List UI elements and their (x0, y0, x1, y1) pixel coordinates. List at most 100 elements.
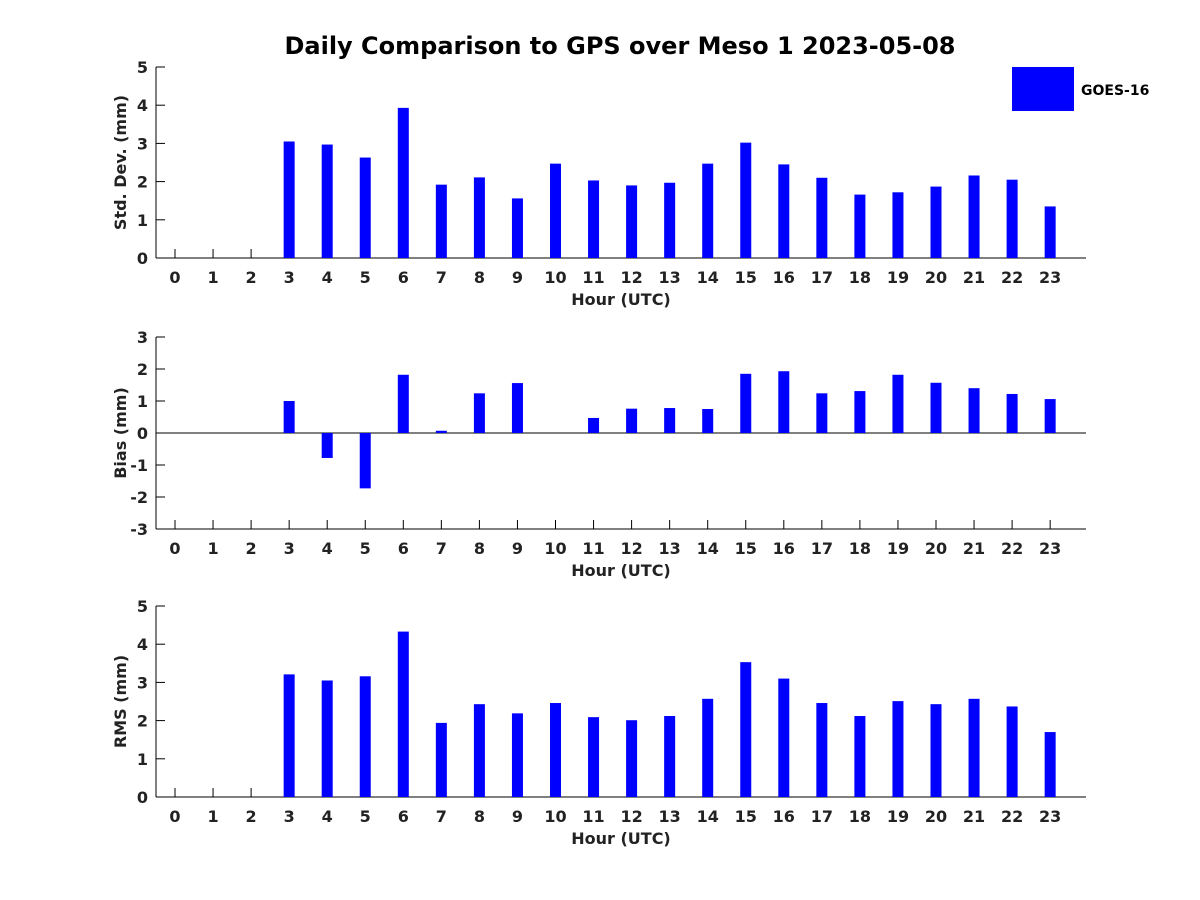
x-tick-label: 10 (544, 539, 566, 558)
bar-rms-hour-9 (511, 713, 523, 797)
x-tick-label: 7 (436, 539, 447, 558)
x-tick-label: 2 (246, 268, 257, 287)
x-tick-label: 22 (1001, 539, 1023, 558)
x-tick-label: 23 (1039, 539, 1061, 558)
bar-std-dev-hour-4 (321, 144, 333, 258)
x-tick-label: 21 (963, 268, 985, 287)
x-tick-label: 12 (620, 807, 642, 826)
bar-bias-hour-7 (435, 430, 447, 433)
x-tick-label: 13 (659, 807, 681, 826)
bar-rms-hour-15 (740, 662, 752, 797)
x-tick-label: 9 (512, 539, 523, 558)
legend: GOES-16 (1012, 67, 1149, 111)
bar-std-dev-hour-13 (664, 182, 676, 258)
bar-rms-hour-23 (1044, 732, 1056, 797)
x-tick-label: 10 (544, 807, 566, 826)
x-tick-label: 7 (436, 807, 447, 826)
bar-rms-hour-11 (588, 717, 600, 797)
bar-std-dev-hour-15 (740, 142, 752, 258)
x-tick-label: 16 (773, 539, 795, 558)
x-tick-label: 22 (1001, 268, 1023, 287)
x-tick-label: 3 (284, 807, 295, 826)
x-tick-label: 13 (659, 539, 681, 558)
bar-bias-hour-9 (511, 383, 523, 433)
x-tick-label: 4 (322, 268, 333, 287)
x-tick-label: 18 (849, 268, 871, 287)
bar-bias-hour-23 (1044, 399, 1056, 433)
y-tick-label: 4 (137, 635, 148, 654)
x-tick-label: 20 (925, 807, 947, 826)
y-tick-label: 0 (137, 424, 148, 443)
bar-std-dev-hour-14 (702, 163, 714, 258)
x-tick-label: 2 (246, 539, 257, 558)
y-tick-label: 5 (137, 58, 148, 77)
x-tick-label: 14 (697, 807, 719, 826)
bar-bias-hour-17 (816, 393, 828, 433)
y-tick-label: 2 (137, 360, 148, 379)
bar-bias-hour-11 (588, 417, 600, 433)
bar-rms-hour-18 (854, 716, 866, 797)
bar-rms-hour-8 (473, 704, 485, 797)
y-tick-label: 5 (137, 597, 148, 616)
bar-bias-hour-12 (626, 408, 638, 433)
x-tick-label: 12 (620, 539, 642, 558)
bar-rms-hour-7 (435, 722, 447, 797)
x-tick-label: 17 (811, 539, 833, 558)
bar-bias-hour-15 (740, 373, 752, 433)
bar-rms-hour-14 (702, 698, 714, 797)
x-tick-label: 20 (925, 539, 947, 558)
x-tick-label: 8 (474, 268, 485, 287)
y-tick-label: 1 (137, 211, 148, 230)
x-tick-label: 21 (963, 539, 985, 558)
y-tick-label: 3 (137, 134, 148, 153)
x-tick-label: 13 (659, 268, 681, 287)
bar-std-dev-hour-21 (968, 175, 980, 258)
y-tick-label: 3 (137, 673, 148, 692)
x-tick-label: 23 (1039, 807, 1061, 826)
bar-std-dev-hour-18 (854, 194, 866, 258)
bar-bias-hour-16 (778, 371, 790, 433)
y-tick-label: 1 (137, 392, 148, 411)
bar-std-dev-hour-16 (778, 164, 790, 258)
bar-rms-hour-20 (930, 704, 942, 797)
x-tick-label: 14 (697, 539, 719, 558)
y-axis-label: Std. Dev. (mm) (111, 95, 130, 230)
x-axis-label: Hour (UTC) (571, 829, 671, 848)
bar-bias-hour-20 (930, 382, 942, 433)
bar-rms-hour-12 (626, 720, 638, 797)
bar-bias-hour-4 (321, 433, 333, 458)
bar-rms-hour-16 (778, 678, 790, 797)
x-tick-label: 23 (1039, 268, 1061, 287)
bar-rms-hour-19 (892, 701, 904, 797)
bar-rms-hour-17 (816, 703, 828, 797)
y-tick-label: 0 (137, 788, 148, 807)
bar-std-dev-hour-19 (892, 192, 904, 258)
x-tick-label: 4 (322, 807, 333, 826)
x-tick-label: 6 (398, 539, 409, 558)
y-axis-label: Bias (mm) (111, 387, 130, 479)
x-tick-label: 0 (169, 539, 180, 558)
bar-bias-hour-6 (397, 374, 409, 433)
x-tick-label: 5 (360, 539, 371, 558)
bar-bias-hour-3 (283, 401, 295, 433)
x-tick-label: 1 (207, 539, 218, 558)
y-tick-label: 0 (137, 249, 148, 268)
bar-rms-hour-10 (550, 703, 561, 797)
x-tick-label: 1 (207, 807, 218, 826)
x-tick-label: 3 (284, 268, 295, 287)
x-tick-label: 12 (620, 268, 642, 287)
x-axis-label: Hour (UTC) (571, 561, 671, 580)
y-tick-label: 4 (137, 96, 148, 115)
bar-std-dev-hour-9 (511, 198, 523, 258)
bar-std-dev-hour-5 (359, 157, 371, 258)
x-tick-label: 15 (735, 268, 757, 287)
bar-rms-hour-21 (968, 698, 980, 797)
bar-bias-hour-13 (664, 408, 676, 433)
x-tick-label: 22 (1001, 807, 1023, 826)
bar-std-dev-hour-23 (1044, 206, 1056, 258)
y-tick-label: 3 (137, 328, 148, 347)
bar-std-dev-hour-12 (626, 185, 638, 258)
bar-bias-hour-22 (1006, 393, 1018, 433)
